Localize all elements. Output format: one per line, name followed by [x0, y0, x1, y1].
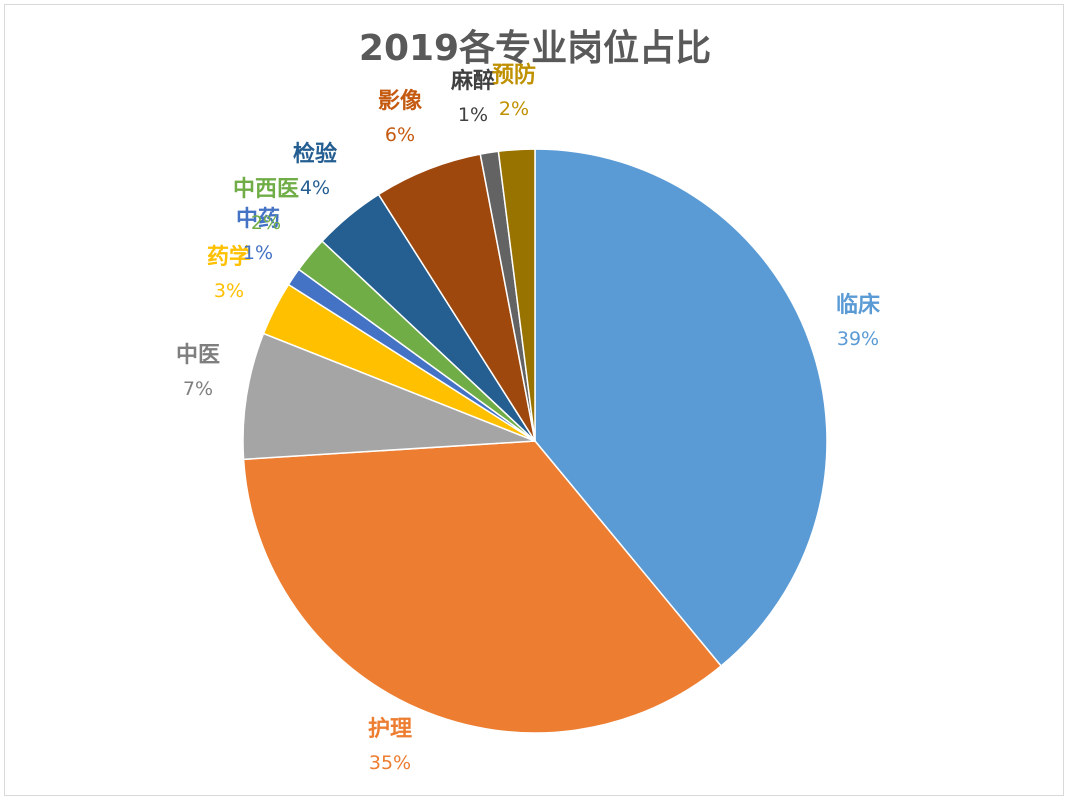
chart-title: 2019各专业岗位占比: [359, 28, 711, 69]
slice-label-name-7: 影像: [378, 88, 423, 114]
pie-slice-0: [534, 148, 828, 668]
pie-slice-2: [242, 332, 536, 461]
slice-label-name-2: 中医: [176, 343, 220, 368]
slice-label-name-5: 中西医: [233, 177, 299, 202]
slice-label-name-6: 检验: [293, 141, 337, 167]
slice-label-value-9: 2%: [499, 98, 529, 120]
slice-label-value-3: 3%: [214, 280, 244, 302]
slice-label-name-8: 麻醉: [450, 68, 495, 94]
slice-label-value-4: 1%: [243, 242, 273, 264]
slice-label-value-7: 6%: [385, 124, 415, 146]
slice-label-name-4: 中药: [236, 207, 280, 232]
pie-slice-1: [242, 440, 723, 734]
pie-labels: 临床39%护理35%中医7%药学3%中药1%中西医2%检验4%影像6%麻醉1%预…: [176, 63, 881, 774]
slice-label-value-2: 7%: [183, 378, 213, 400]
slice-label-name-1: 护理: [368, 717, 412, 742]
slice-label-value-6: 4%: [300, 177, 330, 199]
slice-label-value-0: 39%: [837, 328, 879, 350]
slice-label-name-3: 药学: [207, 244, 251, 270]
slice-label-value-8: 1%: [458, 104, 488, 126]
slice-label-name-9: 预防: [492, 63, 536, 88]
pie-slice-9: [497, 148, 536, 442]
slice-label-name-0: 临床: [836, 292, 881, 318]
slice-label-value-1: 35%: [369, 752, 411, 774]
pie-slices: [242, 148, 828, 734]
slice-label-value-5: 2%: [251, 212, 281, 234]
